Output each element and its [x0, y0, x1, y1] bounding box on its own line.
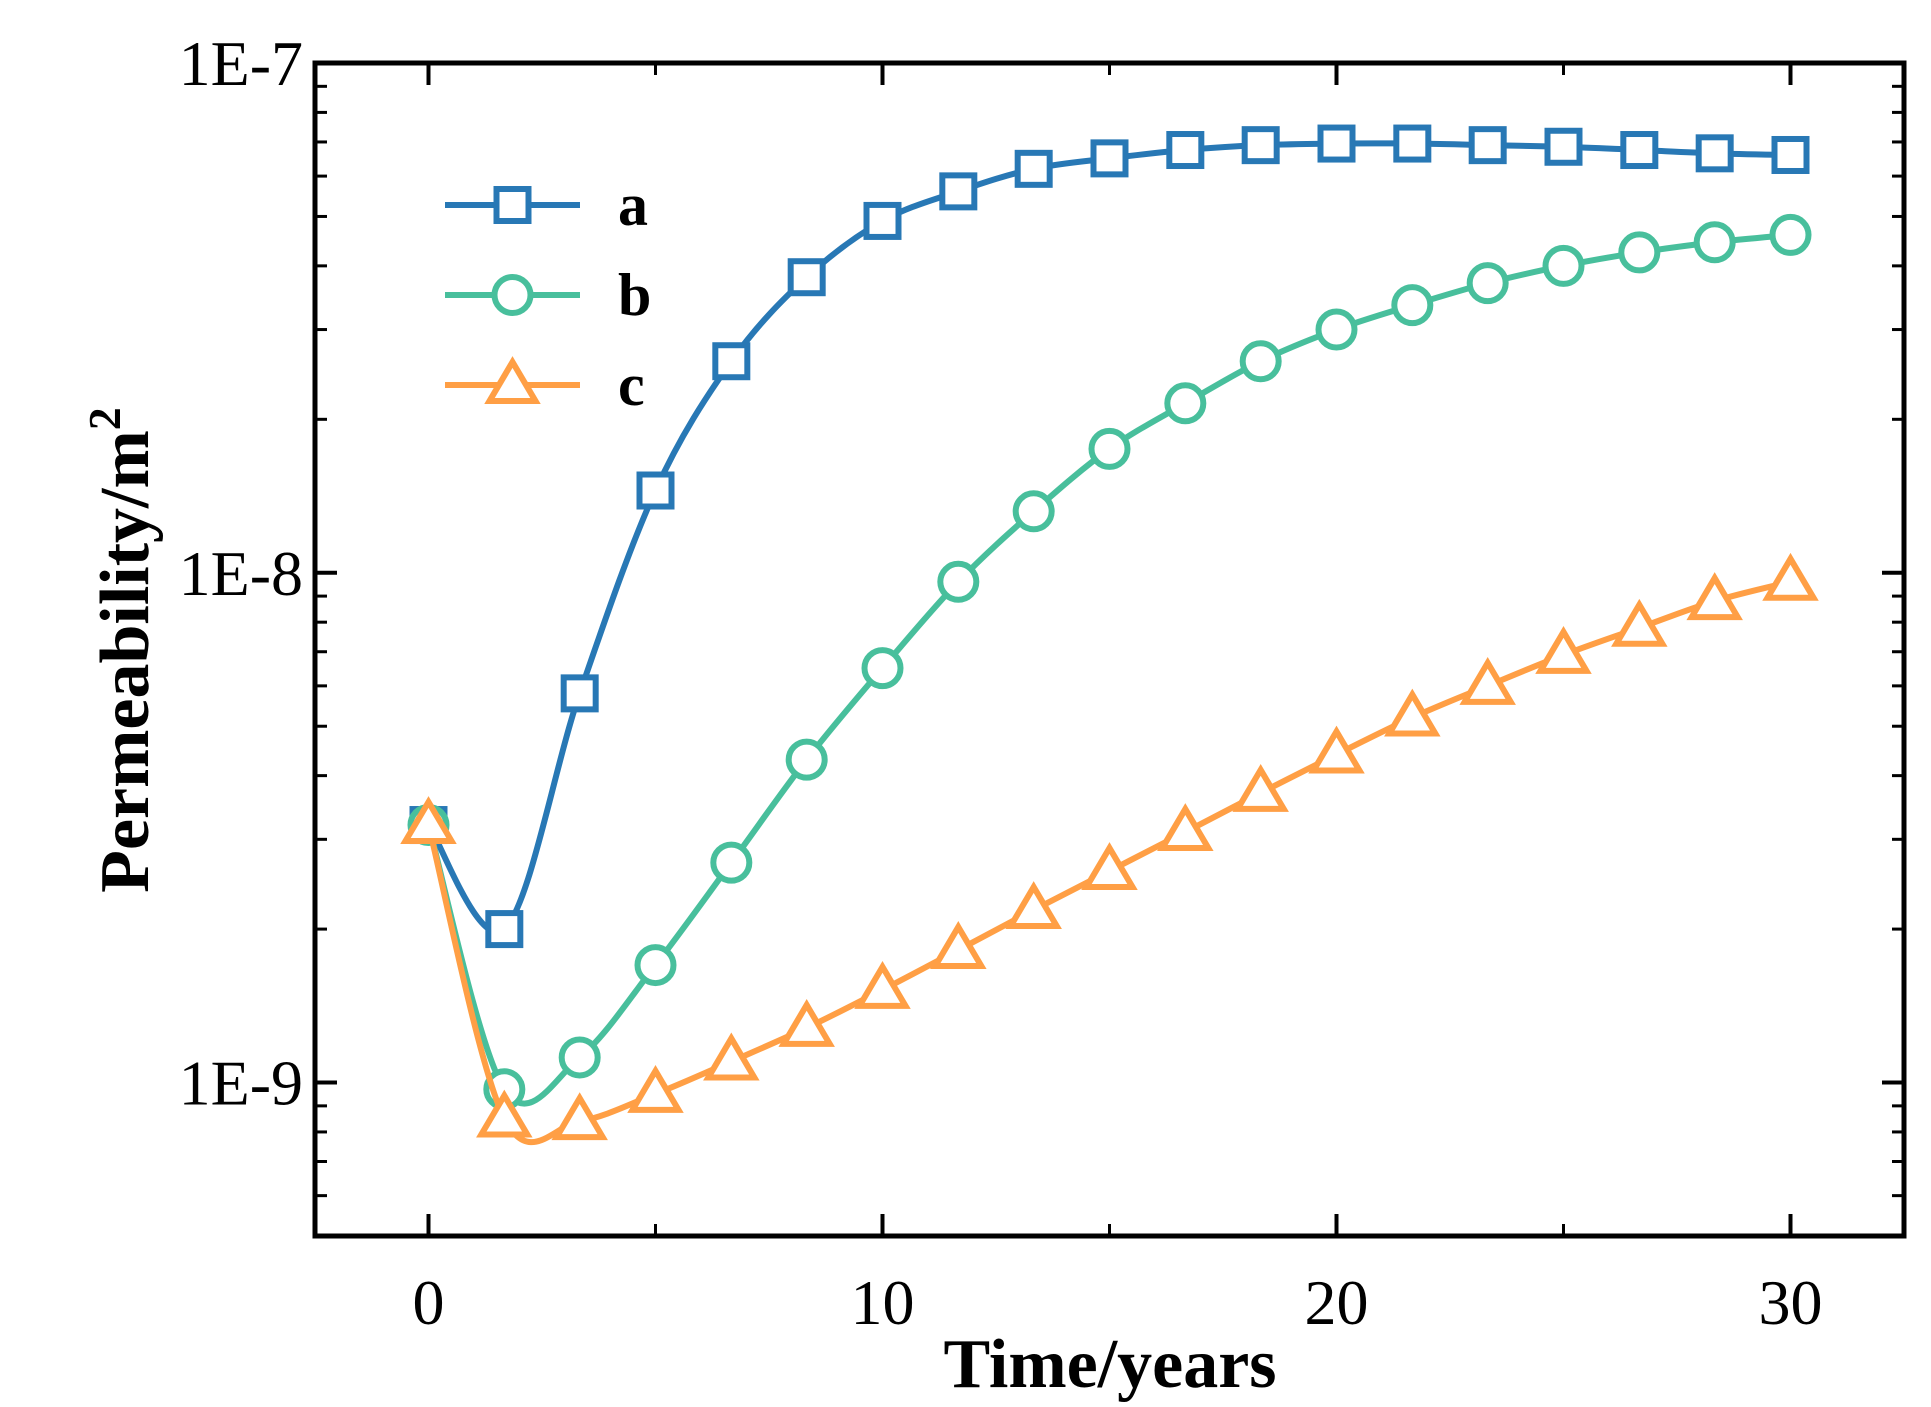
series-b-point: [1239, 340, 1282, 383]
x-tick-label: 30: [1759, 1267, 1823, 1338]
plot-frame: [312, 60, 1907, 1239]
series-b-point: [1618, 231, 1661, 274]
series-c-point: [627, 1064, 684, 1113]
series-a-point: [863, 201, 902, 240]
series-a-point: [1393, 124, 1432, 163]
axis-tick-labels: 0 10 20 30 1E-9 1E-8 1E-7: [179, 28, 1823, 1338]
series-b-point: [1012, 490, 1055, 533]
series-a-point: [1090, 139, 1129, 178]
axis-ticks: [315, 61, 1904, 1238]
series-c-point: [1308, 725, 1365, 774]
series-c-point: [930, 921, 987, 969]
series-c-point: [476, 1089, 533, 1138]
series-b-point: [1315, 308, 1358, 351]
x-axis-title: Time/years: [943, 1326, 1276, 1403]
series-a-point: [1468, 126, 1507, 165]
series-b-point: [710, 841, 753, 884]
legend-label-a: a: [618, 172, 648, 238]
series-b-point: [1542, 244, 1585, 287]
x-tick-label: 10: [851, 1267, 915, 1338]
series-c-point: [1459, 656, 1516, 705]
series-a-point: [485, 910, 524, 949]
y-axis-title: Permeability/m2: [79, 407, 164, 893]
series-layer: [400, 124, 1819, 1146]
series-a-point: [636, 471, 675, 510]
series-a-point: [560, 674, 599, 713]
legend-marker-b: [491, 274, 534, 316]
x-tick-label: 0: [413, 1267, 445, 1338]
series-c-point: [400, 796, 457, 845]
series-c-point: [1762, 552, 1819, 601]
series-c-point: [1535, 626, 1592, 674]
series-a-point: [1317, 124, 1356, 163]
y-tick-label: 1E-7: [179, 28, 303, 99]
series-b: [407, 213, 1812, 1111]
legend-marker-c: [484, 356, 541, 404]
series-b-point: [1164, 382, 1207, 425]
series-b-point: [937, 560, 980, 603]
series-a: [409, 124, 1810, 949]
series-c-point: [703, 1032, 760, 1081]
series-c-point: [1005, 881, 1062, 930]
series-a-point: [787, 258, 826, 297]
series-c-point: [1686, 572, 1743, 621]
series-b-point: [1088, 427, 1131, 470]
y-axis-title-superscript: 2: [79, 407, 130, 430]
series-a-point: [939, 172, 978, 211]
x-tick-label: 20: [1305, 1267, 1369, 1338]
legend-item-a: a: [445, 172, 648, 238]
series-c-point: [778, 998, 835, 1047]
series-a-point: [1771, 135, 1810, 174]
series-c-point: [1081, 842, 1138, 891]
series-a-point: [1544, 127, 1583, 166]
series-c-point: [1384, 688, 1441, 737]
y-tick-label: 1E-9: [179, 1048, 303, 1119]
series-b-point: [558, 1036, 601, 1079]
series-a-point: [712, 342, 751, 381]
y-axis-title-text: Permeability/m: [87, 430, 164, 893]
series-b-point: [1693, 221, 1736, 264]
series-b-point: [1391, 284, 1434, 327]
series-c-point: [551, 1092, 608, 1141]
series-a-point: [1695, 134, 1734, 173]
series-b-point: [634, 944, 677, 987]
series-c-point: [1232, 763, 1289, 812]
series-a-point: [1014, 149, 1053, 188]
legend-label-b: b: [618, 262, 651, 328]
series-b-point: [785, 738, 828, 781]
series-a-point: [1166, 131, 1205, 170]
series-c-point: [1157, 803, 1214, 852]
legend-label-c: c: [618, 352, 645, 418]
series-a-point: [1620, 131, 1659, 170]
series-b-point: [861, 647, 904, 690]
legend: abc: [445, 172, 651, 418]
legend-item-c: c: [445, 352, 645, 418]
legend-item-b: b: [445, 262, 651, 328]
series-c-line: [425, 578, 1792, 1146]
series-b-point: [1769, 213, 1812, 256]
y-tick-label: 1E-8: [179, 538, 303, 609]
series-c: [400, 552, 1819, 1146]
series-a-point: [1241, 126, 1280, 165]
series-c-point: [1611, 598, 1668, 647]
legend-marker-a: [493, 186, 532, 224]
series-c-point: [854, 960, 911, 1009]
series-b-point: [1466, 262, 1509, 305]
